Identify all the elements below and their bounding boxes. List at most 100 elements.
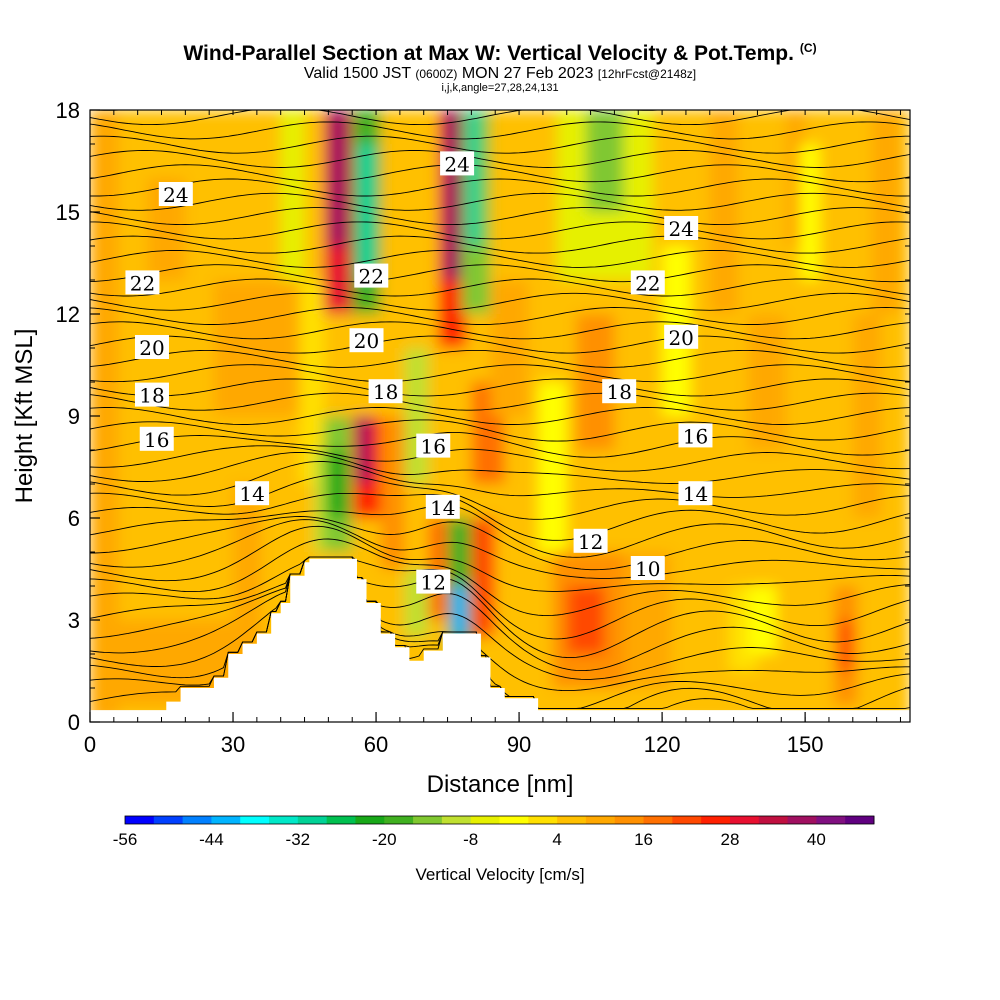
copyright-mark: (C) bbox=[799, 41, 817, 55]
isentrope-line bbox=[90, 93, 910, 96]
isentrope-line bbox=[90, 474, 910, 520]
contour-label: 16 bbox=[678, 423, 713, 448]
colorbar-swatch bbox=[326, 816, 356, 824]
colorbar-swatch bbox=[182, 816, 212, 824]
y-tick-label: 18 bbox=[56, 98, 80, 123]
isentrope-line bbox=[90, 221, 910, 240]
x-tick-label: 30 bbox=[221, 732, 245, 757]
isentrope-line bbox=[90, 492, 910, 541]
isentrope-line bbox=[90, 335, 910, 354]
isentrope-line bbox=[90, 349, 910, 368]
isentrope-line bbox=[90, 278, 910, 297]
contour-label: 18 bbox=[602, 379, 637, 404]
colorbar-tick-label: 4 bbox=[552, 830, 561, 849]
contour-label: 20 bbox=[134, 335, 169, 360]
velocity-cell bbox=[404, 348, 429, 484]
contour-label: 24 bbox=[440, 151, 475, 176]
isentrope-line bbox=[90, 419, 910, 442]
colorbar-tick-label: -32 bbox=[286, 830, 311, 849]
velocity-cell bbox=[538, 382, 567, 552]
velocity-cell bbox=[213, 280, 300, 416]
colorbar-swatch bbox=[125, 816, 155, 824]
isentrope-line bbox=[90, 504, 910, 558]
velocity-cell bbox=[709, 110, 739, 314]
colorbar-swatch bbox=[643, 816, 673, 824]
isentrope-line bbox=[90, 556, 910, 692]
colorbar-tick-label: 40 bbox=[807, 830, 826, 849]
isentrope-line bbox=[90, 445, 910, 472]
colorbar-swatch bbox=[153, 816, 184, 824]
velocity-cell bbox=[871, 110, 901, 314]
y-axis: 0 3 6 9 12 15 18 bbox=[56, 98, 910, 735]
isentrope-line bbox=[90, 292, 910, 311]
contour-label: 16 bbox=[416, 433, 451, 459]
isentrope-line bbox=[90, 192, 910, 211]
x-tick-label: 90 bbox=[507, 732, 531, 757]
contour-label-text: 16 bbox=[144, 428, 169, 452]
colorbar-tick-label: -8 bbox=[463, 830, 478, 849]
isentrope-line bbox=[90, 249, 910, 268]
colorbar-swatch bbox=[585, 816, 616, 824]
colorbar-swatch bbox=[787, 816, 817, 824]
colorbar-swatch bbox=[240, 816, 270, 824]
isentrope-line bbox=[90, 178, 910, 197]
isentrope-line bbox=[90, 525, 910, 592]
forecast-info: [12hrFcst@2148z] bbox=[597, 67, 697, 81]
velocity-cell bbox=[328, 450, 348, 518]
chart-subtitle: Valid 1500 JST (0600Z) MON 27 Feb 2023 [… bbox=[0, 66, 1000, 82]
colorbar-tick-label: 28 bbox=[721, 830, 740, 849]
colorbar-tick-label: -20 bbox=[372, 830, 397, 849]
terrain bbox=[90, 558, 910, 722]
x-tick-label: 0 bbox=[84, 732, 96, 757]
contour-label-text: 12 bbox=[578, 530, 603, 554]
velocity-cell bbox=[452, 586, 467, 637]
colorbar-tick-label: -44 bbox=[199, 830, 224, 849]
isentrope-line bbox=[90, 364, 910, 383]
chart-title: Wind-Parallel Section at Max W: Vertical… bbox=[0, 36, 1000, 66]
isentrope-line bbox=[90, 461, 910, 498]
grid-info: i,j,k,angle=27,28,24,131 bbox=[441, 82, 559, 94]
contour-label-text: 16 bbox=[683, 424, 708, 448]
title-block: Wind-Parallel Section at Max W: Vertical… bbox=[0, 36, 1000, 94]
colorbar-swatch bbox=[528, 816, 558, 824]
contour-label-text: 18 bbox=[606, 380, 631, 404]
isentrope-line bbox=[90, 516, 910, 571]
contour-label: 10 bbox=[630, 556, 665, 581]
contour-label-text: 22 bbox=[635, 271, 660, 295]
contour-label: 24 bbox=[664, 216, 699, 241]
colorbar-swatch bbox=[211, 816, 241, 824]
velocity-cell bbox=[747, 314, 787, 450]
velocity-cell bbox=[466, 110, 481, 246]
isentrope-line bbox=[90, 451, 910, 484]
contour-label: 22 bbox=[630, 270, 665, 295]
isentrope-line bbox=[90, 150, 910, 168]
colorbar-swatch bbox=[470, 816, 500, 824]
isentrope-line bbox=[90, 538, 910, 617]
contour-label: 14 bbox=[678, 481, 713, 506]
velocity-cell bbox=[328, 110, 348, 246]
isentrope-line bbox=[90, 321, 910, 340]
contour-label: 24 bbox=[158, 182, 193, 207]
isentrope-line bbox=[90, 556, 910, 640]
isentrope-line bbox=[90, 378, 910, 397]
colorbar-label: Vertical Velocity [cm/s] bbox=[415, 865, 584, 884]
contour-label-text: 12 bbox=[421, 571, 446, 595]
colorbar-tick-label: -56 bbox=[113, 830, 138, 849]
colorbar-swatch bbox=[614, 816, 645, 824]
contour-label: 22 bbox=[354, 263, 389, 289]
contour-label-text: 20 bbox=[668, 326, 693, 350]
contour-label: 12 bbox=[573, 528, 608, 554]
contour-label-text: 20 bbox=[354, 329, 379, 353]
isentrope-line bbox=[90, 519, 910, 579]
x-axis: 0 30 60 90 120 150 bbox=[84, 110, 901, 757]
colorbar-tick-label: 16 bbox=[634, 830, 653, 849]
isentrope-line bbox=[90, 556, 910, 709]
colorbar-swatch bbox=[413, 816, 443, 824]
velocity-cell bbox=[490, 280, 529, 416]
contour-label-text: 22 bbox=[130, 271, 155, 295]
contour-label-text: 24 bbox=[444, 152, 469, 176]
vertical-velocity-field bbox=[90, 110, 910, 722]
contour-label-text: 24 bbox=[668, 217, 693, 241]
velocity-cell bbox=[838, 620, 853, 671]
